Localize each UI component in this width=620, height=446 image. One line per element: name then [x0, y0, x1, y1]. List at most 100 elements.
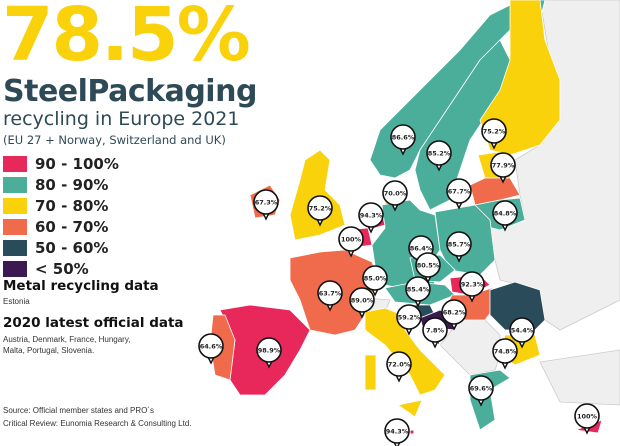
marker-croatia: 7.8%	[422, 317, 448, 349]
legend-swatch	[3, 260, 27, 277]
marker-slovakia: 92.3%	[459, 271, 485, 303]
marker-value: 67.7%	[448, 187, 471, 195]
marker-value: 68.2%	[443, 308, 466, 316]
marker-value: 89.0%	[351, 296, 374, 304]
marker-bubble	[459, 271, 485, 297]
marker-value: 63.7%	[319, 289, 342, 297]
marker-bubble	[481, 118, 507, 144]
legend-label: 50 - 60%	[35, 238, 109, 257]
legend-label: < 50%	[35, 259, 89, 278]
marker-bubble	[358, 202, 384, 228]
marker-value: 67.3%	[255, 198, 278, 206]
marker-poland: 85.7%	[446, 231, 472, 263]
metal-data-countries: Estonia	[3, 297, 30, 306]
marker-bubble	[256, 337, 282, 363]
marker-greece: 69.6%	[468, 375, 494, 407]
legend-item: 80 - 90%	[3, 175, 109, 194]
marker-romania: 54.4%	[509, 317, 535, 349]
legend-item: 50 - 60%	[3, 238, 109, 257]
legend-swatch	[3, 197, 27, 214]
marker-value: 100%	[341, 235, 362, 243]
marker-bubble	[422, 317, 448, 343]
marker-value: 7.8%	[426, 326, 445, 334]
marker-switzerland: 89.0%	[349, 287, 375, 319]
brand-title: SteelPackaging	[3, 74, 257, 109]
marker-bubble	[574, 403, 600, 429]
marker-bubble	[307, 195, 333, 221]
marker-bubble	[490, 152, 516, 178]
headline-rate: 78.5%	[2, 0, 251, 78]
marker-czechia: 80.5%	[415, 252, 441, 284]
legend-label: 80 - 90%	[35, 175, 109, 194]
official-data-heading: 2020 latest official data	[3, 315, 184, 331]
marker-bubble	[349, 287, 375, 313]
marker-bubble	[441, 299, 467, 325]
marker-norway: 86.6%	[390, 124, 416, 156]
marker-estonia: 77.9%	[490, 152, 516, 184]
marker-slovenia: 59.2%	[396, 304, 422, 336]
marker-bubble	[384, 418, 410, 444]
legend-swatch	[3, 176, 27, 193]
marker-value: 85.7%	[448, 240, 471, 248]
marker-value: 54.4%	[511, 326, 534, 334]
marker-bubble	[362, 265, 388, 291]
marker-value: 85.4%	[407, 285, 430, 293]
country-italy-sicily	[397, 399, 423, 418]
country-malta	[409, 429, 415, 435]
marker-value: 85.2%	[428, 149, 451, 157]
marker-value: 85.0%	[364, 274, 387, 282]
marker-hungary: 68.2%	[441, 299, 467, 331]
source-line: Source: Official member states and PRO´s	[3, 406, 155, 415]
country-uk	[289, 149, 346, 241]
marker-bubble	[253, 189, 279, 215]
marker-value: 94.3%	[360, 211, 383, 219]
marker-latvia: 67.7%	[446, 178, 472, 210]
marker-bubble	[382, 180, 408, 206]
legend-item: 90 - 100%	[3, 155, 119, 173]
marker-value: 92.3%	[461, 280, 484, 288]
marker-bubble	[405, 276, 431, 302]
marker-value: 94.3%	[386, 427, 409, 435]
marker-value: 86.6%	[392, 133, 415, 141]
legend-label: 70 - 80%	[35, 196, 109, 215]
marker-value: 77.9%	[492, 161, 515, 169]
marker-bubble	[198, 333, 224, 359]
marker-bubble	[415, 252, 441, 278]
marker-value: 80.5%	[417, 261, 440, 269]
marker-bubble	[386, 351, 412, 377]
marker-value: 84.8%	[494, 209, 517, 217]
marker-malta: 94.3%	[384, 418, 410, 446]
marker-bubble	[396, 304, 422, 330]
marker-france: 63.7%	[317, 280, 343, 312]
country-italy-sardinia	[364, 354, 377, 391]
legend-item: < 50%	[3, 259, 89, 278]
marker-value: 69.6%	[470, 384, 493, 392]
country-romania	[489, 281, 546, 331]
marker-austria: 85.4%	[405, 276, 431, 308]
marker-sweden: 85.2%	[426, 140, 452, 172]
region-turkey	[539, 349, 620, 406]
legend-swatch	[3, 239, 27, 256]
marker-uk: 75.2%	[307, 195, 333, 227]
marker-value: 86.4%	[410, 244, 433, 252]
marker-italy: 72.0%	[386, 351, 412, 383]
marker-bubble	[492, 200, 518, 226]
marker-bulgaria: 74.8%	[492, 338, 518, 370]
legend-swatch	[3, 155, 27, 172]
marker-value: 98.9%	[258, 346, 281, 354]
marker-cyprus: 100%	[574, 403, 600, 435]
marker-bubble	[509, 317, 535, 343]
marker-value: 75.2%	[309, 204, 332, 212]
marker-spain: 98.9%	[256, 337, 282, 369]
metal-data-heading: Metal recycling data	[3, 278, 159, 294]
marker-value: 72.0%	[388, 360, 411, 368]
legend-item: 70 - 80%	[3, 196, 109, 215]
marker-bubble	[426, 140, 452, 166]
legend-item: 60 - 70%	[3, 218, 108, 236]
marker-portugal: 64.6%	[198, 333, 224, 365]
marker-bubble	[390, 124, 416, 150]
marker-netherlands: 94.3%	[358, 202, 384, 234]
country-finland	[479, 0, 561, 156]
marker-value: 64.6%	[200, 342, 223, 350]
